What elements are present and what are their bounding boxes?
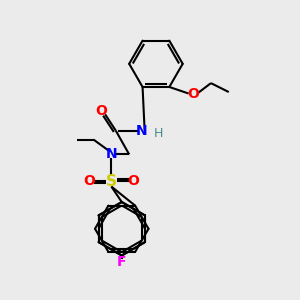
Text: O: O [128,174,140,188]
Text: O: O [95,104,107,118]
Text: N: N [135,124,147,138]
Text: O: O [83,174,95,188]
Text: N: N [106,148,117,161]
Text: F: F [117,255,127,269]
Text: S: S [106,174,117,189]
Text: H: H [154,127,164,140]
Text: O: O [187,86,199,100]
